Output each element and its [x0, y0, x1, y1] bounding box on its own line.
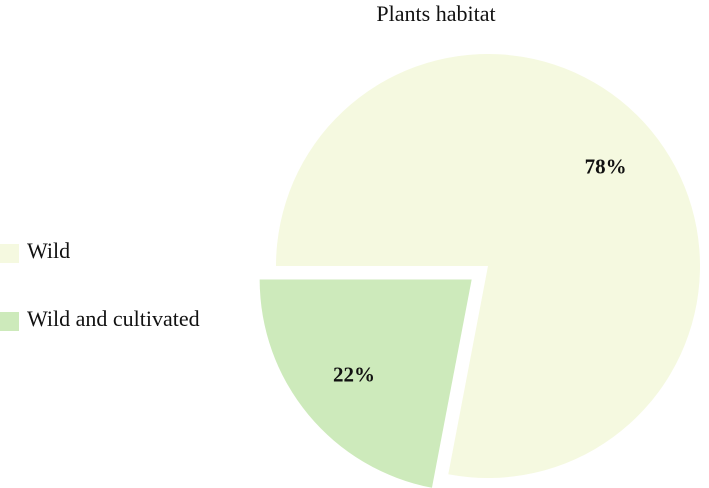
pie-slice — [259, 279, 472, 488]
chart-title: Plants habitat — [376, 1, 495, 26]
value-label: 78% — [585, 155, 627, 179]
legend-swatch — [0, 312, 19, 331]
legend-label: Wild — [27, 238, 70, 263]
value-label: 22% — [333, 363, 375, 387]
legend-swatch — [0, 244, 19, 263]
legend-label: Wild and cultivated — [27, 306, 200, 331]
pie-slice — [276, 53, 700, 479]
